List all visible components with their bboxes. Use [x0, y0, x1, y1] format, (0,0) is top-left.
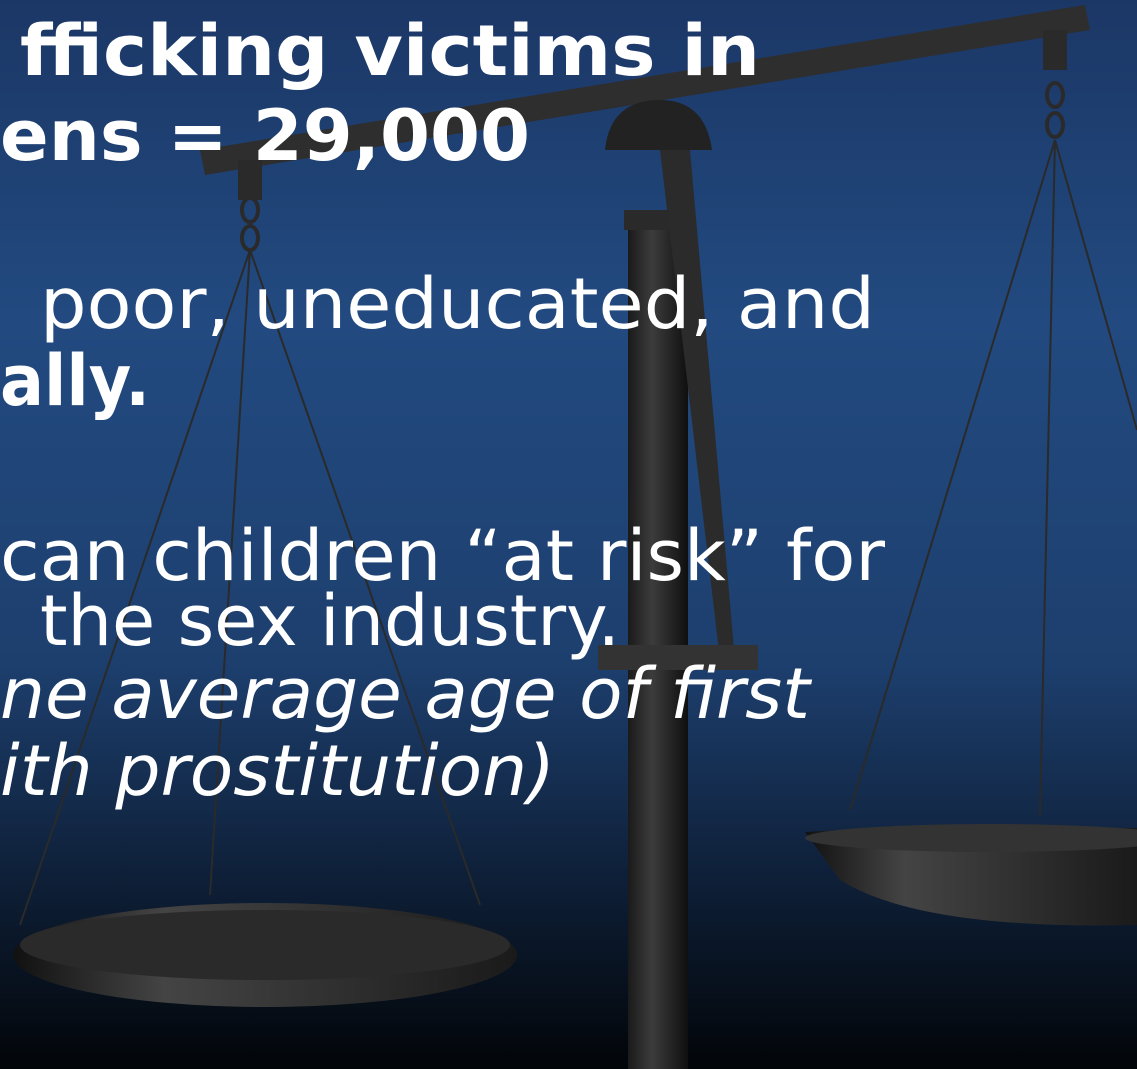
page: fficking victims in ens = 29,000 poor, u…	[0, 0, 1137, 1069]
bullet-text: ens = 29,000	[0, 95, 530, 177]
bullet-text: fficking victims in	[20, 10, 760, 92]
bullet-text: the sex industry.	[40, 580, 620, 662]
bullet-text: poor, uneducated, and	[40, 263, 875, 345]
bullet-text: ne average age of first	[0, 653, 813, 735]
slide: fficking victims in ens = 29,000 poor, u…	[0, 0, 1137, 1069]
bullet-text: ally.	[0, 340, 150, 422]
bullet-text: ith prostitution)	[0, 730, 555, 812]
